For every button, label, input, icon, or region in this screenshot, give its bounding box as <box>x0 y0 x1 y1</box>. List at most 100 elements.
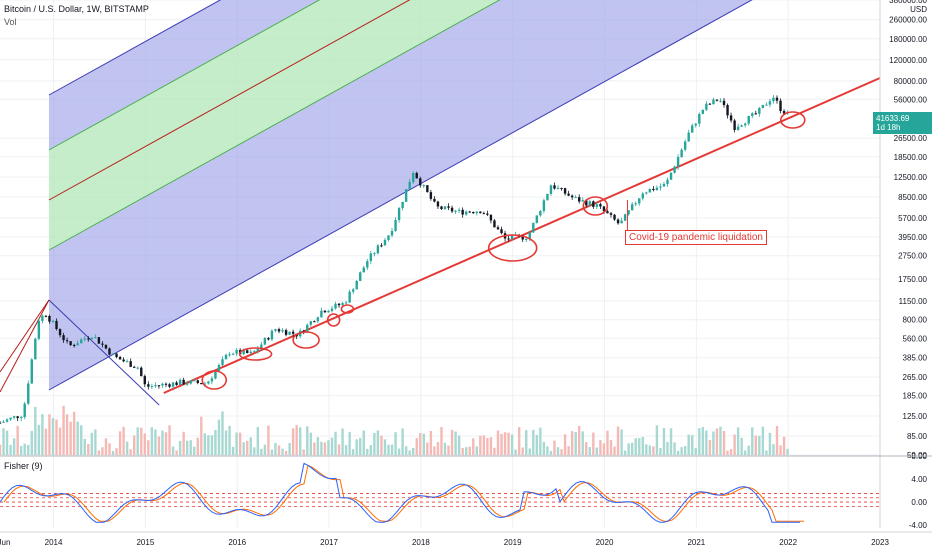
volume-bar <box>108 443 111 455</box>
candle-body <box>440 206 443 209</box>
volume-bar <box>178 440 182 455</box>
candle-body <box>309 321 312 325</box>
candle-body <box>288 331 291 335</box>
candle-body <box>535 215 539 223</box>
volume-bar <box>747 445 750 455</box>
candle-body <box>500 229 503 234</box>
candle-body <box>334 303 337 309</box>
candle-countdown: 1d 18h <box>876 123 901 132</box>
candle-body <box>578 197 581 202</box>
volume-bar <box>217 419 221 455</box>
candle-body <box>602 206 606 212</box>
volume-bar <box>705 430 708 455</box>
chart-title: Bitcoin / U.S. Dollar, 1W, BITSTAMP <box>4 4 149 14</box>
volume-bar <box>744 450 747 455</box>
candle-body <box>175 382 178 385</box>
candle-body <box>0 422 2 424</box>
candle-body <box>164 383 168 385</box>
volume-bar <box>154 429 157 455</box>
candle-body <box>118 357 122 360</box>
volume-bar <box>168 425 171 455</box>
candle-body <box>5 419 9 422</box>
volume-bar <box>19 446 23 455</box>
candle-body <box>775 97 779 101</box>
candle-body <box>221 359 224 365</box>
volume-bar <box>147 440 150 455</box>
volume-bar <box>588 446 592 455</box>
price-tick-label: 800.00 <box>903 316 928 325</box>
candle-body <box>623 214 627 221</box>
volume-bar <box>242 442 245 455</box>
volume-bar <box>422 433 426 455</box>
volume-bar <box>514 449 517 455</box>
volume-bar <box>175 450 178 455</box>
volume-bar <box>786 448 789 455</box>
currency-label: USD <box>910 5 927 14</box>
volume-bar <box>369 445 373 455</box>
fan-line-lower <box>0 299 50 373</box>
volume-label: Vol <box>4 17 17 27</box>
candle-body <box>751 113 754 116</box>
price-tick-label: 185.00 <box>903 392 928 401</box>
candle-body <box>666 179 669 184</box>
volume-bar <box>224 430 228 455</box>
volume-bar <box>9 444 12 455</box>
candle-body <box>563 188 567 194</box>
volume-bar <box>634 438 637 455</box>
candle-body <box>291 331 295 334</box>
candle-body <box>507 238 510 240</box>
volume-bar <box>645 444 648 455</box>
volume-bar <box>62 405 65 455</box>
candle-body <box>482 213 486 215</box>
candle-body <box>313 321 316 323</box>
candle-body <box>125 361 129 363</box>
volume-bar <box>281 448 284 455</box>
volume-bar <box>729 449 733 455</box>
volume-bar <box>51 418 55 455</box>
volume-bar <box>65 414 69 455</box>
candle-body <box>217 364 221 372</box>
candle-body <box>560 187 563 189</box>
candle-body <box>9 417 12 420</box>
volume-bar <box>150 427 154 455</box>
volume-bar <box>775 426 779 455</box>
candle-body <box>712 99 715 105</box>
price-tick-label: 5700.00 <box>898 214 927 223</box>
volume-bar <box>298 427 302 455</box>
candle-body <box>246 350 249 354</box>
candle-body <box>193 380 196 382</box>
volume-bar <box>712 431 715 455</box>
candle-body <box>408 181 411 190</box>
fisher-label: Fisher (9) <box>4 461 43 471</box>
candle-body <box>715 99 719 101</box>
candle-body <box>630 204 634 211</box>
price-tick-label: 56000.00 <box>894 95 928 104</box>
time-tick-label: 2022 <box>779 538 797 547</box>
time-tick-label: 2014 <box>45 538 63 547</box>
candle-body <box>436 201 440 207</box>
volume-bar <box>16 425 19 455</box>
volume-bar <box>433 446 436 455</box>
volume-bar <box>472 438 475 455</box>
candle-body <box>129 361 132 367</box>
candle-body <box>178 379 182 385</box>
volume-bar <box>111 450 115 455</box>
last-price-value: 41633.69 <box>876 114 910 123</box>
volume-bar <box>214 429 217 455</box>
volume-bar <box>482 435 486 455</box>
candle-body <box>111 353 115 355</box>
candle-body <box>373 253 376 255</box>
volume-bar <box>595 447 599 455</box>
volume-bar <box>351 449 355 455</box>
volume-bar <box>249 437 252 455</box>
volume-bar <box>521 447 524 455</box>
candle-body <box>387 235 390 240</box>
candle-body <box>277 329 281 332</box>
volume-bar <box>207 435 210 455</box>
volume-bar <box>570 431 574 455</box>
volume-bar <box>200 416 203 455</box>
candle-body <box>34 338 37 360</box>
time-tick-label: 2021 <box>687 538 705 547</box>
